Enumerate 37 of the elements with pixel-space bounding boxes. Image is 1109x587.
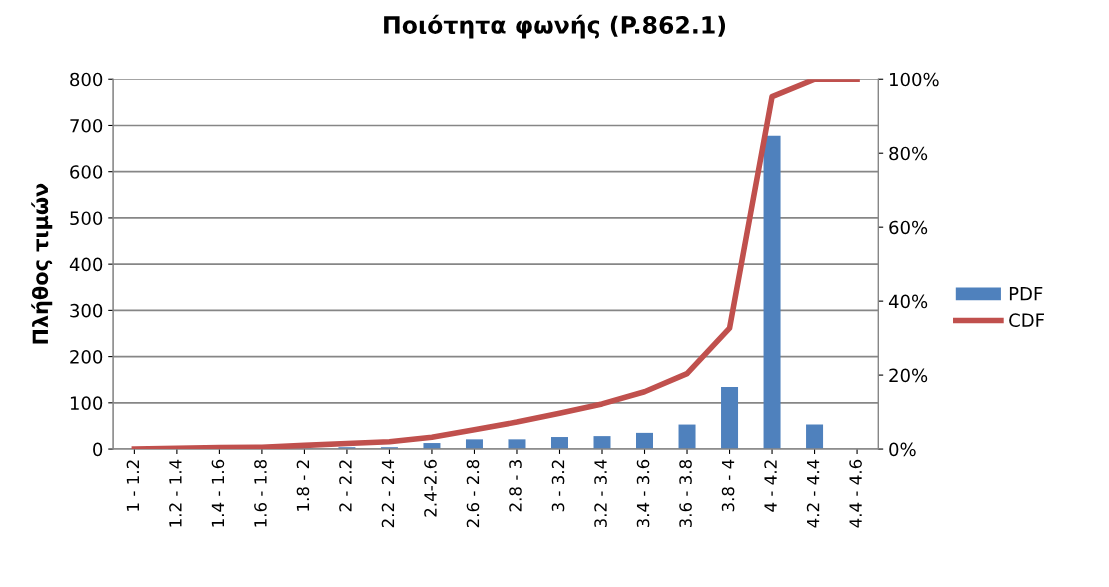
y2-tick-label: 60%: [889, 220, 928, 235]
y2-tick-label: 40%: [888, 294, 928, 309]
x-tick-label: 4.2 - 4.4: [806, 459, 820, 528]
x-tick-label: 3.2 - 3.4: [594, 459, 607, 528]
y-tick-label: 400: [69, 257, 103, 272]
chart-title: Ποιότητα φωνής (P.862.1): [384, 14, 726, 39]
y-tick-label: 300: [70, 303, 103, 318]
x-tick-label: 2.6 - 2.8: [466, 459, 480, 528]
y-axis-title: Πλήθος τιμών: [31, 183, 53, 344]
y2-tick-label: 80%: [889, 146, 928, 161]
legend-label: CDF: [1009, 313, 1044, 328]
x-tick-label: 1.8 - 2: [296, 460, 310, 511]
y-tick-label: 100: [70, 396, 103, 410]
y-tick-label: 200: [70, 350, 103, 364]
y-tick-label: 0: [93, 442, 103, 457]
x-tick-label: 2.2 - 2.4: [381, 459, 395, 528]
y-tick-label: 600: [70, 165, 103, 179]
x-tick-label: 2.4-2.6: [424, 459, 437, 517]
y2-tick-label: 20%: [889, 368, 928, 383]
x-tick-label: 1.4 - 1.6: [211, 459, 225, 527]
x-tick-label: 3.6 - 3.8: [679, 459, 692, 528]
legend-label: PDF: [1009, 287, 1043, 301]
x-tick-label: 2 - 2.2: [339, 460, 352, 512]
x-tick-label: 4 - 4.2: [764, 460, 777, 512]
y-tick-label: 500: [70, 211, 103, 226]
x-tick-label: 1 - 1.2: [126, 460, 139, 511]
y-tick-label: 700: [70, 118, 103, 133]
y2-tick-label: 0%: [889, 442, 916, 457]
x-tick-label: 3 - 3.2: [551, 460, 565, 512]
x-tick-label: 3.4 - 3.6: [636, 459, 650, 528]
x-tick-label: 4.4 - 4.6: [849, 459, 862, 528]
x-tick-label: 1.6 - 1.8: [254, 459, 267, 527]
x-tick-label: 2.8 - 3: [509, 460, 522, 512]
x-tick-label: 1.2 - 1.4: [169, 459, 182, 527]
y2-tick-label: 100%: [890, 72, 939, 87]
x-tick-label: 3.8 - 4: [721, 459, 735, 512]
y-tick-label: 800: [70, 72, 103, 87]
